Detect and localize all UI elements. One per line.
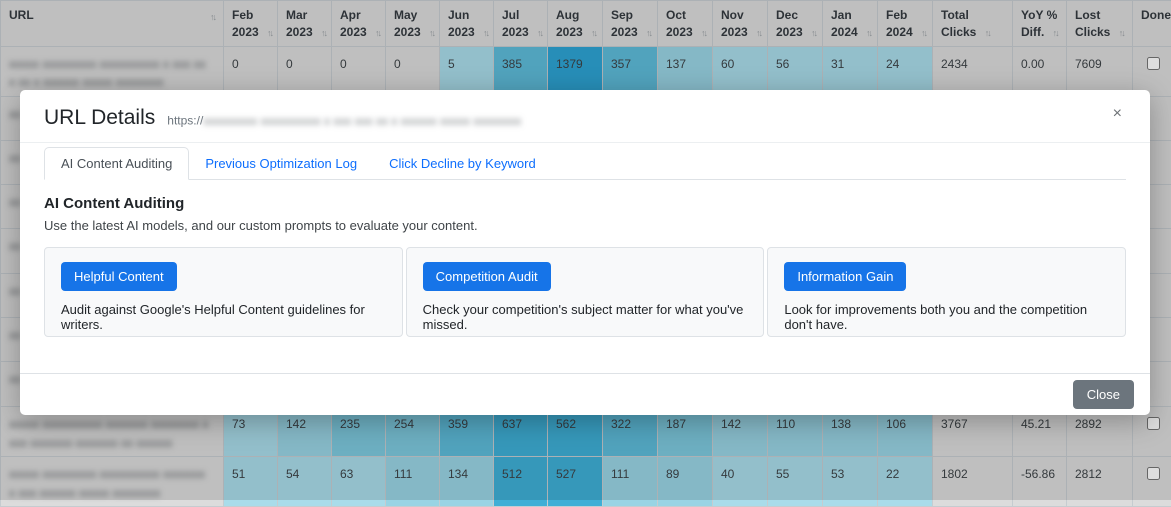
card-helpful-content: Helpful Content Audit against Google's H… bbox=[44, 247, 403, 337]
modal-header: URL Details https://xxxxxxxxx xxxxxxxxxx… bbox=[20, 90, 1150, 143]
url-blurred: xxxxxxxxx xxxxxxxxxx x xxx xxx xx x xxxx… bbox=[203, 112, 521, 131]
modal-title: URL Details bbox=[44, 106, 155, 130]
card-description: Check your competition's subject matter … bbox=[423, 302, 748, 332]
tab-previous-optimization-log[interactable]: Previous Optimization Log bbox=[189, 147, 373, 180]
modal-tabs: AI Content Auditing Previous Optimizatio… bbox=[44, 147, 1126, 180]
close-button[interactable]: Close bbox=[1073, 380, 1134, 409]
helpful-content-button[interactable]: Helpful Content bbox=[61, 262, 177, 291]
tab-click-decline-by-keyword[interactable]: Click Decline by Keyword bbox=[373, 147, 552, 180]
close-icon[interactable]: × bbox=[1111, 104, 1124, 124]
card-information-gain: Information Gain Look for improvements b… bbox=[767, 247, 1126, 337]
card-description: Look for improvements both you and the c… bbox=[784, 302, 1109, 332]
url-details-modal: URL Details https://xxxxxxxxx xxxxxxxxxx… bbox=[20, 90, 1150, 415]
url-prefix: https:// bbox=[167, 113, 203, 127]
card-description: Audit against Google's Helpful Content g… bbox=[61, 302, 386, 332]
section-title: AI Content Auditing bbox=[44, 195, 1126, 212]
card-competition-audit: Competition Audit Check your competition… bbox=[406, 247, 765, 337]
competition-audit-button[interactable]: Competition Audit bbox=[423, 262, 551, 291]
tab-ai-content-auditing[interactable]: AI Content Auditing bbox=[44, 147, 189, 180]
section-description: Use the latest AI models, and our custom… bbox=[44, 218, 1126, 233]
information-gain-button[interactable]: Information Gain bbox=[784, 262, 906, 291]
audit-cards: Helpful Content Audit against Google's H… bbox=[44, 247, 1126, 337]
modal-url: https://xxxxxxxxx xxxxxxxxxx x xxx xxx x… bbox=[167, 112, 521, 131]
modal-body: AI Content Auditing Previous Optimizatio… bbox=[20, 143, 1150, 373]
modal-footer: Close bbox=[20, 373, 1150, 415]
